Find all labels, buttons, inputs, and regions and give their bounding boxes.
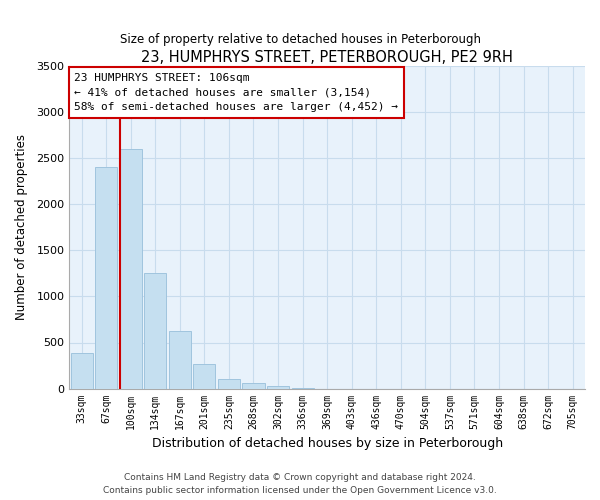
Bar — [169, 330, 191, 388]
Bar — [218, 380, 240, 388]
Y-axis label: Number of detached properties: Number of detached properties — [15, 134, 28, 320]
Bar — [71, 352, 92, 388]
Text: Size of property relative to detached houses in Peterborough: Size of property relative to detached ho… — [119, 32, 481, 46]
Title: 23, HUMPHRYS STREET, PETERBOROUGH, PE2 9RH: 23, HUMPHRYS STREET, PETERBOROUGH, PE2 9… — [141, 50, 513, 65]
Text: Contains HM Land Registry data © Crown copyright and database right 2024.
Contai: Contains HM Land Registry data © Crown c… — [103, 474, 497, 495]
Bar — [95, 168, 117, 388]
Bar — [267, 386, 289, 388]
Bar — [144, 274, 166, 388]
Text: 23 HUMPHRYS STREET: 106sqm
← 41% of detached houses are smaller (3,154)
58% of s: 23 HUMPHRYS STREET: 106sqm ← 41% of deta… — [74, 72, 398, 112]
X-axis label: Distribution of detached houses by size in Peterborough: Distribution of detached houses by size … — [152, 437, 503, 450]
Bar — [193, 364, 215, 388]
Bar — [119, 149, 142, 388]
Bar — [242, 384, 265, 388]
